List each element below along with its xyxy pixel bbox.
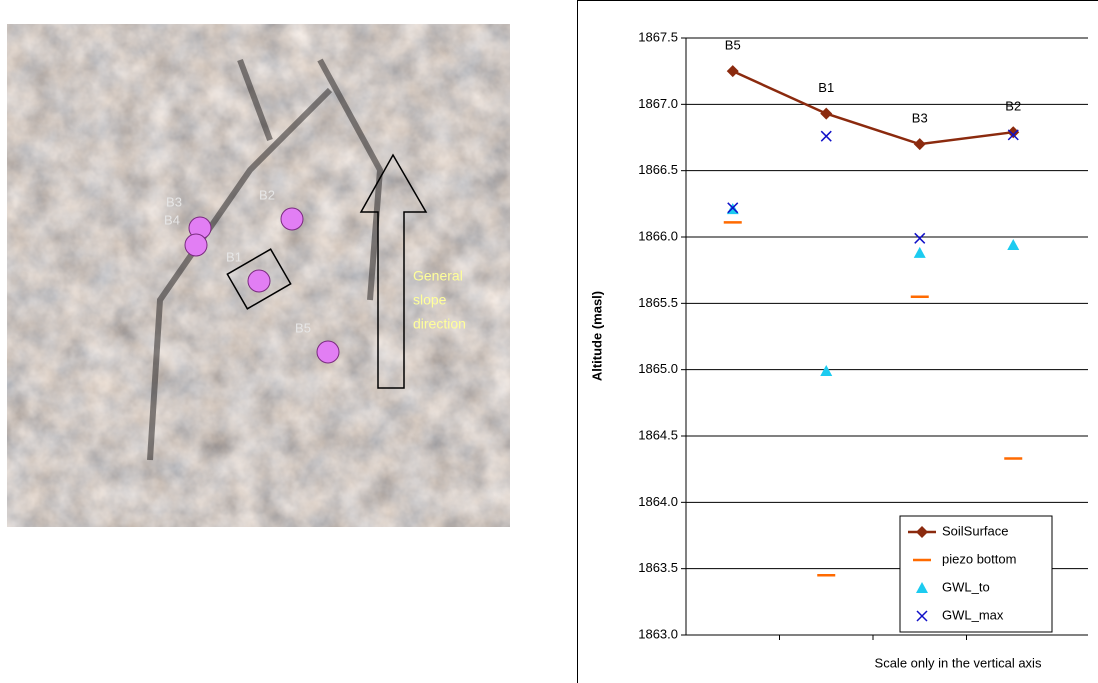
category-label: B5 [725,38,741,53]
legend-label: GWL_max [942,607,1004,622]
y-tick-label: 1864.0 [638,494,678,509]
y-tick-label: 1865.5 [638,295,678,310]
chart-note: Scale only in the vertical axis [875,655,1042,670]
point-label: B3 [166,194,182,209]
point-label: B5 [295,320,311,335]
page: Altitude (masl) Scale only in the vertic… [0,0,1098,683]
boring-point [317,341,339,363]
y-tick-label: 1867.5 [638,29,678,44]
boring-point [185,234,207,256]
y-tick-label: 1863.0 [638,626,678,641]
y-tick-label: 1864.5 [638,427,678,442]
boring-point [281,208,303,230]
annotation: slope [413,292,447,308]
point-label: B2 [259,187,275,202]
point-label: B4 [164,212,180,227]
y-tick-label: 1865.0 [638,361,678,376]
category-label: B2 [1005,99,1021,114]
category-label: B1 [818,80,834,95]
legend-label: piezo bottom [942,551,1016,566]
boring-point [248,270,270,292]
y-axis-title: Altitude (masl) [589,291,604,381]
annotation: General [413,268,463,284]
point-label: B1 [226,249,242,264]
y-tick-label: 1863.5 [638,560,678,575]
legend-label: GWL_to [942,579,990,594]
legend-label: SoilSurface [942,523,1008,538]
y-tick-label: 1866.0 [638,228,678,243]
annotation: direction [413,316,466,332]
category-label: B3 [912,111,928,126]
y-tick-label: 1867.0 [638,96,678,111]
y-tick-label: 1866.5 [638,162,678,177]
